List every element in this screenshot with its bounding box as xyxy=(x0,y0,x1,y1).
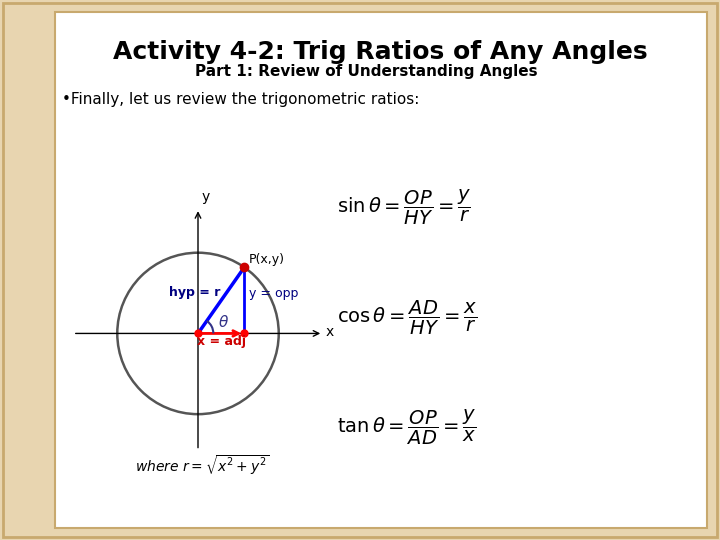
Text: y: y xyxy=(201,190,210,204)
Text: $\cos\theta = \dfrac{AD}{HY} = \dfrac{x}{r}$: $\cos\theta = \dfrac{AD}{HY} = \dfrac{x}… xyxy=(337,299,477,336)
Text: $where\ r = \sqrt{x^2 + y^2}$: $where\ r = \sqrt{x^2 + y^2}$ xyxy=(135,453,269,477)
Text: Part 1: Review of Understanding Angles: Part 1: Review of Understanding Angles xyxy=(195,64,538,79)
Text: y = opp: y = opp xyxy=(249,287,299,300)
Text: $\theta$: $\theta$ xyxy=(218,314,229,330)
Text: Activity 4-2: Trig Ratios of Any Angles: Activity 4-2: Trig Ratios of Any Angles xyxy=(113,40,647,64)
Text: P(x,y): P(x,y) xyxy=(249,253,285,266)
Text: x = adj: x = adj xyxy=(197,335,246,348)
Text: x: x xyxy=(325,325,334,339)
Text: $\sin\theta = \dfrac{OP}{HY} = \dfrac{y}{r}$: $\sin\theta = \dfrac{OP}{HY} = \dfrac{y}… xyxy=(337,188,471,227)
Text: •Finally, let us review the trigonometric ratios:: •Finally, let us review the trigonometri… xyxy=(62,92,419,107)
Text: $\tan\theta = \dfrac{OP}{AD} = \dfrac{y}{x}$: $\tan\theta = \dfrac{OP}{AD} = \dfrac{y}… xyxy=(337,408,477,447)
Text: hyp = r: hyp = r xyxy=(169,286,220,299)
